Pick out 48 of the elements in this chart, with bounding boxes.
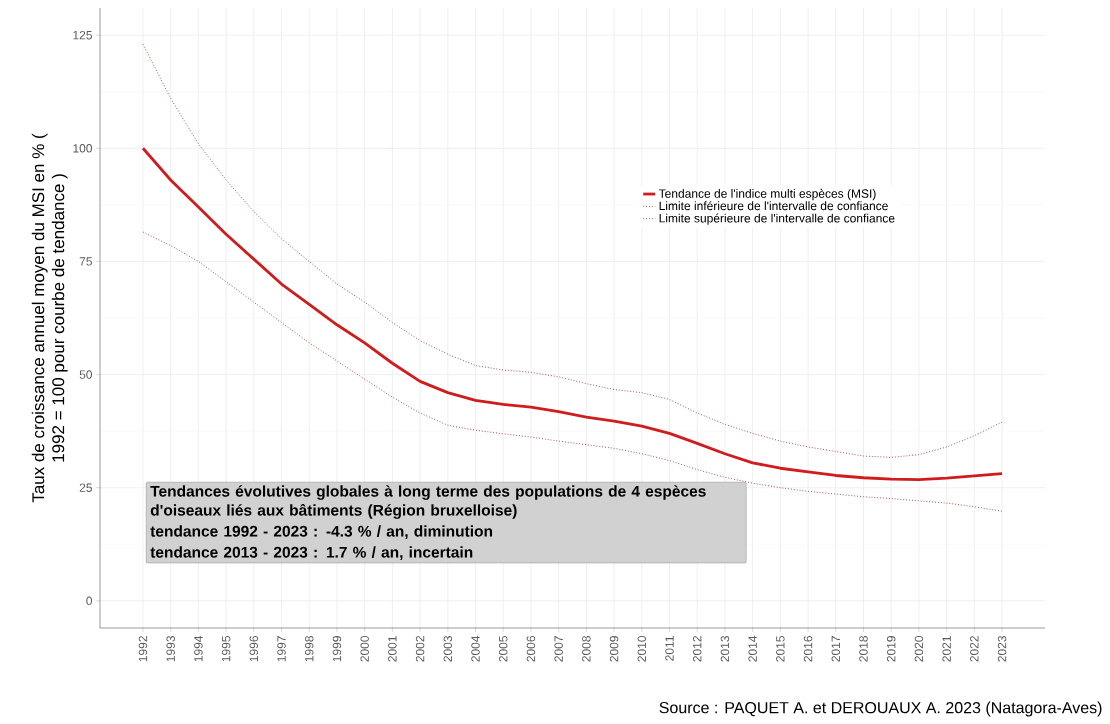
x-tick-label: 2023 <box>997 636 1007 662</box>
x-tick-label: 1997 <box>277 636 286 662</box>
x-tick-label: 2009 <box>609 636 619 662</box>
x-tick-label: 2010 <box>637 636 647 662</box>
legend-label: Tendance de l'indice multi espèces (MSI) <box>658 188 876 201</box>
x-tick-label: 2007 <box>554 636 563 662</box>
x-tick-label: 1998 <box>304 636 314 662</box>
x-tick-label: 2016 <box>803 636 813 662</box>
legend-label: Limite inférieure de l'intervalle de confiance <box>659 201 888 211</box>
x-tick-label: 2012 <box>692 636 702 662</box>
x-tick-label: 1999 <box>332 636 342 662</box>
annotation: tendance 1992 - 2023 : -4.3 % / an, diminution <box>150 525 493 539</box>
annotation: Tendances évolutives globales à long terme des populations de 4 espèces d'oiseaux liés aux bâtiments (Région bruxelloise) <box>150 485 706 519</box>
x-tick-label: 2022 <box>970 636 979 662</box>
legend-label: Limite supérieure de l'intervalle de confiance <box>659 213 895 225</box>
y-tick-label: 100 <box>73 144 93 153</box>
x-tick-label: 1993 <box>166 636 175 662</box>
x-tick-label: 1992 <box>138 636 148 662</box>
x-tick-label: 1994 <box>194 635 203 662</box>
y-tick-label: 125 <box>73 30 92 40</box>
x-tick-label: 2005 <box>498 636 508 662</box>
x-tick-label: 2011 <box>665 636 674 661</box>
y-tick-label: 50 <box>79 370 93 379</box>
x-tick-label: 2008 <box>582 636 591 662</box>
y-tick-label: 75 <box>79 257 92 266</box>
x-tick-label: 2015 <box>776 636 785 662</box>
x-tick-label: 2003 <box>443 636 453 662</box>
x-tick-label: 2014 <box>748 635 757 662</box>
y-axis-title: Taux de croissance annuel moyen du MSI en % ( 1992 = 100 pour courbe de tendance ) <box>31 133 68 503</box>
x-tick-label: 2020 <box>914 636 924 662</box>
x-tick-label: 2019 <box>886 636 896 662</box>
x-tick-label: 2018 <box>859 636 868 662</box>
line-series <box>142 43 1003 458</box>
x-tick-label: 2017 <box>831 636 841 662</box>
source-note: Source : PAQUET A. et DEROUAUX A. 2023 (Natagora-Aves) <box>659 701 1102 717</box>
annotation: tendance 2013 - 2023 : 1.7 % / an, incertain <box>150 546 473 560</box>
x-tick-label: 2013 <box>720 636 730 662</box>
x-tick-label: 2001 <box>388 636 397 662</box>
x-tick-label: 1996 <box>249 636 259 662</box>
y-tick-label: 25 <box>79 483 92 492</box>
x-tick-label: 1995 <box>221 636 231 662</box>
x-tick-label: 2000 <box>360 636 369 662</box>
line-series <box>141 146 1004 481</box>
x-tick-label: 2021 <box>942 636 951 662</box>
y-tick-label: 0 <box>86 596 93 606</box>
x-tick-label: 2002 <box>415 636 425 662</box>
x-tick-label: 2004 <box>471 635 480 662</box>
x-tick-label: 2006 <box>526 636 536 662</box>
